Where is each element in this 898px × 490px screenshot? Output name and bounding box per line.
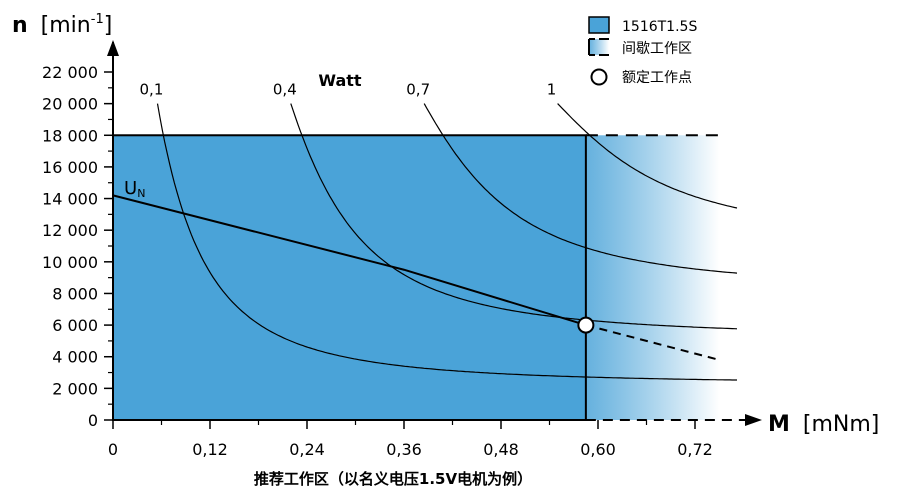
y-tick-label: 12 000 [42,221,98,240]
x-tick-label: 0,48 [483,440,519,459]
y-tick-label: 16 000 [42,158,98,177]
power-curves-title: Watt [318,71,362,90]
legend-swatch-rated [590,68,608,86]
legend-swatch-intermittent [588,38,609,56]
legend: 1516T1.5S 间歇工作区 额定工作点 [588,16,697,86]
legend-label-rated: 额定工作点 [622,70,692,86]
power-curve-label: 0,7 [406,81,430,99]
y-axis-label-exponent: -1 [91,12,104,27]
y-tick-label: 6 000 [52,316,98,335]
power-curve-label: 1 [547,81,557,99]
un-line [112,194,587,327]
y-tick-label: 20 000 [42,95,98,114]
y-tick-label: 0 [88,411,98,430]
power-curve [290,103,738,330]
x-axis-caption: 推荐工作区（以名义电压1.5V电机为例） [254,470,532,488]
x-axis-label-symbol: M [768,412,790,437]
power-curve-label: 0,4 [273,81,297,99]
rated-point-marker [577,316,595,334]
legend-swatch-continuous [588,16,610,34]
power-curves [156,103,738,381]
intermittent-region [585,135,720,421]
y-axis-ticks: 0 2 000 4 000 6 000 8 000 10 000 12 000 14 000 1… [42,63,113,430]
x-axis-arrow [745,414,762,426]
y-tick-label: 2 000 [52,379,98,398]
legend-label-intermittent: 间歇工作区 [622,41,692,57]
un-label: UN [124,178,145,200]
power-curve [156,103,737,381]
continuous-region [112,134,587,421]
y-tick-label: 4 000 [52,348,98,367]
power-curve [423,103,738,274]
x-axis-ticks: 0 0,12 0,24 0,36 0,48 0,60 0,72 [108,420,713,459]
un-line-extension [585,324,720,361]
y-tick-label: 18 000 [42,126,98,145]
x-tick-label: 0,24 [289,440,325,459]
y-axis-label-close: ] [104,13,113,38]
x-tick-label: 0,12 [192,440,228,459]
y-tick-label: 8 000 [52,284,98,303]
y-axis-label-unit: [min [41,13,91,38]
x-tick-label: 0,36 [386,440,422,459]
y-axis-arrow [107,40,119,56]
un-label-symbol: U [124,178,137,199]
y-axis-label-symbol: n [12,13,28,38]
x-tick-label: 0,72 [677,440,713,459]
x-tick-label: 0,60 [580,440,616,459]
legend-label-continuous: 1516T1.5S [622,19,697,35]
y-tick-label: 22 000 [42,63,98,82]
x-tick-label: 0 [108,440,118,459]
y-tick-label: 10 000 [42,253,98,272]
axes [107,40,762,426]
power-curve-labels: 0,1 0,4 0,7 1 [140,81,557,99]
power-curve-label: 0,1 [140,81,164,99]
x-axis-label: M [mNm] [768,412,879,437]
power-curve [557,103,738,209]
y-axis-label: n [min-1] [12,12,112,38]
x-axis-label-unit: [mNm] [803,412,879,437]
un-label-subscript: N [137,187,145,200]
y-tick-label: 14 000 [42,190,98,209]
